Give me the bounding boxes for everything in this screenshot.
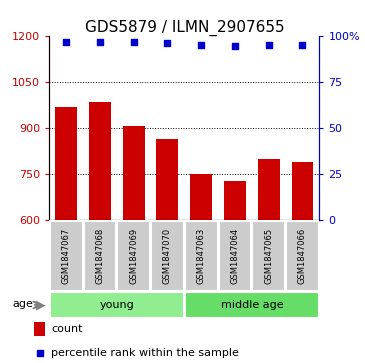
Title: GDS5879 / ILMN_2907655: GDS5879 / ILMN_2907655: [85, 20, 284, 36]
Point: [165, 40, 170, 46]
Point: [198, 42, 204, 48]
Bar: [34, 322, 46, 336]
Text: young: young: [99, 300, 134, 310]
Bar: [151, 221, 184, 291]
Text: GSM1847068: GSM1847068: [95, 228, 104, 284]
Point: [266, 42, 272, 48]
Bar: [224, 182, 246, 220]
Text: percentile rank within the sample: percentile rank within the sample: [51, 348, 239, 358]
Text: GSM1847064: GSM1847064: [230, 228, 239, 284]
Text: GSM1847066: GSM1847066: [298, 228, 307, 284]
Bar: [219, 221, 251, 291]
Bar: [117, 221, 150, 291]
Text: ▶: ▶: [35, 298, 45, 311]
Point: [232, 44, 238, 49]
Text: GSM1847069: GSM1847069: [129, 228, 138, 284]
Text: GSM1847070: GSM1847070: [163, 228, 172, 284]
Text: count: count: [51, 324, 83, 334]
Bar: [50, 221, 82, 291]
Text: GSM1847063: GSM1847063: [197, 228, 206, 284]
Bar: [123, 126, 145, 220]
Text: GSM1847067: GSM1847067: [62, 228, 71, 284]
Bar: [89, 102, 111, 220]
Text: age: age: [12, 299, 33, 309]
Bar: [190, 174, 212, 220]
Point: [37, 350, 43, 356]
Bar: [292, 162, 314, 220]
Point: [300, 42, 306, 48]
Bar: [185, 221, 218, 291]
Text: middle age: middle age: [220, 300, 283, 310]
Point: [63, 39, 69, 45]
Bar: [258, 159, 280, 220]
Point: [131, 39, 137, 45]
Bar: [55, 107, 77, 220]
Bar: [286, 221, 319, 291]
Bar: [157, 139, 178, 220]
Bar: [185, 292, 319, 318]
Bar: [50, 292, 184, 318]
Text: GSM1847065: GSM1847065: [264, 228, 273, 284]
Point: [97, 39, 103, 45]
Bar: [252, 221, 285, 291]
Bar: [84, 221, 116, 291]
